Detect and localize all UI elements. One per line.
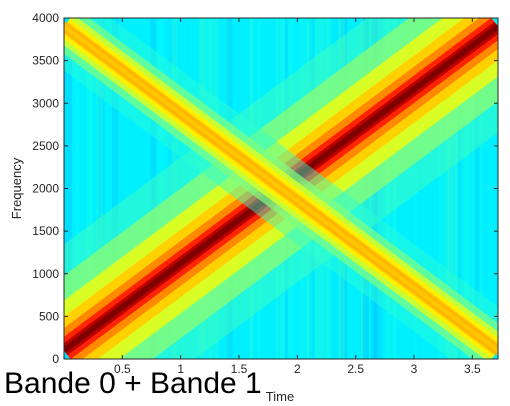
y-tick-label: 2000 — [32, 182, 59, 196]
y-tick-label: 3500 — [32, 54, 59, 68]
y-tick-label: 1500 — [32, 224, 59, 238]
series-1-band-4 — [64, 21, 498, 356]
heatmap-texture — [471, 18, 476, 359]
heatmap-texture — [86, 18, 93, 359]
x-tick-label: 2.5 — [347, 362, 364, 376]
heatmap-texture — [447, 18, 455, 359]
heatmap-texture — [75, 18, 79, 359]
axes: 0.5 1 1.5 2 2.5 3 3.5 0 500 1000 1500 2000 2500 3000 3… — [32, 11, 499, 376]
series-1-ridge-0 — [64, 21, 498, 348]
y-axis-label: Frequency — [9, 157, 24, 219]
y-tick-label: 0 — [52, 352, 59, 366]
heatmap-texture — [438, 18, 444, 359]
y-tick-label: 1000 — [32, 267, 59, 281]
plot-area — [64, 18, 498, 359]
heatmap-texture — [478, 18, 484, 359]
heatmap-texture — [474, 18, 479, 359]
heatmap-texture — [89, 18, 93, 359]
x-tick-label: 1 — [177, 362, 184, 376]
series-1 — [64, 18, 498, 359]
x-tick-label: 3 — [411, 362, 418, 376]
y-tick-label: 4000 — [32, 11, 59, 25]
heatmap-texture — [447, 18, 454, 359]
y-tick-label: 2500 — [32, 139, 59, 153]
x-axis-label: Time — [266, 389, 294, 404]
x-tick-label: 3.5 — [464, 362, 481, 376]
x-tick-label: 1.5 — [231, 362, 248, 376]
heatmap-texture — [68, 18, 72, 359]
heatmap-texture — [111, 18, 119, 359]
heatmap-texture — [444, 18, 448, 359]
heatmap-texture — [480, 18, 483, 359]
caption-text: Bande 0 + Bande 1 — [4, 367, 262, 400]
heatmap-texture — [454, 18, 458, 359]
y-tick-label: 3000 — [32, 96, 59, 110]
heatmap-texture — [457, 18, 464, 359]
heatmap-texture — [97, 18, 102, 359]
series-1-ridge-1 — [64, 29, 498, 356]
x-tick-label: 0.5 — [114, 362, 131, 376]
x-tick-label: 2 — [294, 362, 301, 376]
heatmap-texture — [448, 18, 454, 359]
heatmap-texture — [458, 18, 461, 359]
heatmap-texture — [464, 18, 471, 359]
heatmap-texture — [461, 18, 468, 359]
heatmap-texture — [96, 18, 103, 359]
y-tick-label: 500 — [39, 309, 59, 323]
heatmap-texture — [97, 18, 105, 359]
